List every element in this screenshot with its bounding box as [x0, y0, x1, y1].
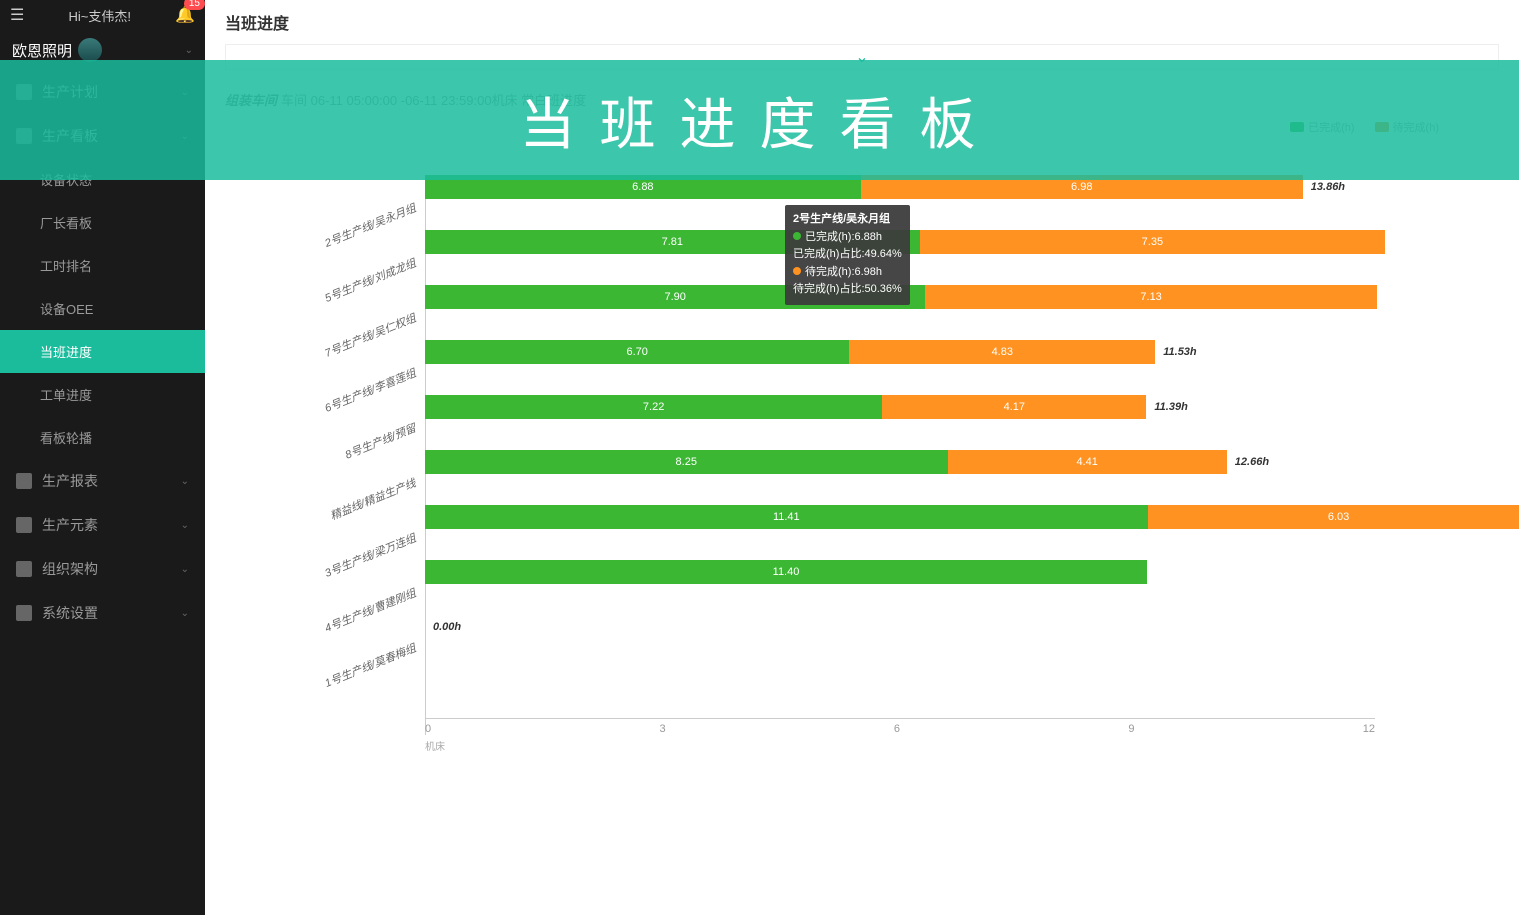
- bar-done-segment[interactable]: 11.41: [425, 505, 1148, 529]
- bar-row[interactable]: 11.416.03: [425, 505, 1519, 529]
- bar-pending-segment[interactable]: 4.83: [849, 340, 1155, 364]
- bar-pending-segment[interactable]: 4.41: [948, 450, 1227, 474]
- brand-logo-icon: [78, 38, 102, 62]
- overlay-banner: 当班进度看板: [0, 60, 1519, 180]
- nav-item[interactable]: 系统设置 ⌄: [0, 591, 205, 635]
- bar-pending-segment[interactable]: 4.17: [882, 395, 1146, 419]
- bar-total-label: 13.86h: [1311, 181, 1345, 193]
- bar-row[interactable]: 8.254.41 12.66h: [425, 450, 1269, 474]
- brand-name: 欧恩照明: [12, 40, 72, 61]
- nav-label: 看板轮播: [40, 428, 92, 447]
- x-tick: 9: [1128, 723, 1134, 735]
- bar-done-segment[interactable]: 11.40: [425, 560, 1147, 584]
- y-axis-label: 7号生产线/吴仁权组: [322, 310, 418, 361]
- tooltip-line4: 待完成(h)占比:50.36%: [793, 281, 902, 299]
- nav-item[interactable]: 组织架构 ⌄: [0, 547, 205, 591]
- tooltip-dot-done-icon: [793, 232, 801, 240]
- overlay-title: 当班进度看板: [520, 80, 1000, 161]
- x-axis-label: 机床: [425, 738, 445, 753]
- notification-badge: 15: [184, 0, 205, 10]
- chevron-down-icon: ⌄: [181, 608, 189, 619]
- nav-item[interactable]: 工时排名: [0, 244, 205, 287]
- y-axis-label: 6号生产线/李喜莲组: [322, 365, 418, 416]
- nav-item[interactable]: 设备OEE: [0, 287, 205, 330]
- bar-total-label: 11.39h: [1154, 401, 1187, 413]
- x-tick: 6: [894, 723, 900, 735]
- bar-pending-segment[interactable]: 7.35: [920, 230, 1386, 254]
- bar-pending-segment[interactable]: 7.13: [925, 285, 1377, 309]
- nav-icon: [16, 517, 32, 533]
- tooltip-line1: 已完成(h):6.88h: [805, 231, 882, 243]
- bar-done-segment[interactable]: 6.70: [425, 340, 849, 364]
- menu-toggle-icon[interactable]: ☰: [10, 5, 24, 25]
- main-content: 当班进度 ⌄ 当班进度看板 组装车间 车间 06-11 05:00:00 -06…: [205, 0, 1519, 915]
- nav-item[interactable]: 看板轮播: [0, 416, 205, 459]
- tooltip-line3: 待完成(h):6.98h: [805, 266, 882, 278]
- y-axis-label: 4号生产线/曹建刚组: [322, 585, 418, 636]
- chevron-down-icon: ⌄: [185, 45, 193, 56]
- x-tick: 12: [1363, 723, 1375, 735]
- bar-done-segment[interactable]: 7.22: [425, 395, 882, 419]
- nav-label: 组织架构: [42, 559, 98, 579]
- bar-done-segment[interactable]: 8.25: [425, 450, 948, 474]
- nav-label: 系统设置: [42, 603, 98, 623]
- page-title: 当班进度: [225, 10, 1499, 34]
- tooltip-line2: 已完成(h)占比:49.64%: [793, 246, 902, 264]
- bar-pending-segment[interactable]: 6.03: [1148, 505, 1519, 529]
- chevron-down-icon: ⌄: [181, 520, 189, 531]
- chart-area: 2号生产线/吴永月组5号生产线/刘成龙组7号生产线/吴仁权组6号生产线/李喜莲组…: [425, 175, 1499, 705]
- y-axis-label: 5号生产线/刘成龙组: [322, 255, 418, 306]
- tooltip-title: 2号生产线/吴永月组: [793, 211, 902, 229]
- nav-item[interactable]: 生产报表 ⌄: [0, 459, 205, 503]
- chevron-down-icon: ⌄: [181, 476, 189, 487]
- nav-icon: [16, 605, 32, 621]
- nav-label: 设备OEE: [40, 299, 93, 318]
- bar-row[interactable]: 7.224.17 11.39h: [425, 395, 1188, 419]
- nav-label: 生产元素: [42, 515, 98, 535]
- y-axis-label: 1号生产线/莫春梅组: [322, 640, 418, 691]
- x-tick: 0: [425, 723, 431, 735]
- nav-label: 工单进度: [40, 385, 92, 404]
- x-axis: 0 3 6 9 12: [425, 718, 1375, 735]
- notification-icon[interactable]: 🔔15: [175, 5, 195, 25]
- y-axis-label: 3号生产线/梁万连组: [322, 530, 418, 581]
- chart-tooltip: 2号生产线/吴永月组 已完成(h):6.88h 已完成(h)占比:49.64% …: [785, 205, 910, 305]
- bar-total-label: 11.53h: [1163, 346, 1196, 358]
- bar-row[interactable]: 6.704.83 11.53h: [425, 340, 1197, 364]
- nav-item[interactable]: 生产元素 ⌄: [0, 503, 205, 547]
- chevron-down-icon: ⌄: [181, 564, 189, 575]
- nav-icon: [16, 561, 32, 577]
- bar-total-label: 0.00h: [433, 621, 461, 633]
- x-tick: 3: [659, 723, 665, 735]
- bar-row[interactable]: 0.00h: [425, 615, 461, 639]
- tooltip-dot-pending-icon: [793, 267, 801, 275]
- nav-label: 生产报表: [42, 471, 98, 491]
- bar-row[interactable]: 11.40: [425, 560, 1147, 584]
- topbar: ☰ Hi~支伟杰! 🔔15: [0, 0, 205, 30]
- y-axis-label: 8号生产线/预留: [342, 420, 418, 463]
- y-axis-label: 2号生产线/吴永月组: [322, 200, 418, 251]
- nav-item[interactable]: 工单进度: [0, 373, 205, 416]
- bar-total-label: 12.66h: [1235, 456, 1269, 468]
- y-axis-label: 精益线/精益生产线: [328, 475, 418, 524]
- nav-icon: [16, 473, 32, 489]
- nav-item[interactable]: 当班进度: [0, 330, 205, 373]
- user-greeting: Hi~支伟杰!: [68, 6, 130, 25]
- nav-label: 厂长看板: [40, 213, 92, 232]
- nav-label: 当班进度: [40, 342, 92, 361]
- nav-label: 工时排名: [40, 256, 92, 275]
- nav-item[interactable]: 厂长看板: [0, 201, 205, 244]
